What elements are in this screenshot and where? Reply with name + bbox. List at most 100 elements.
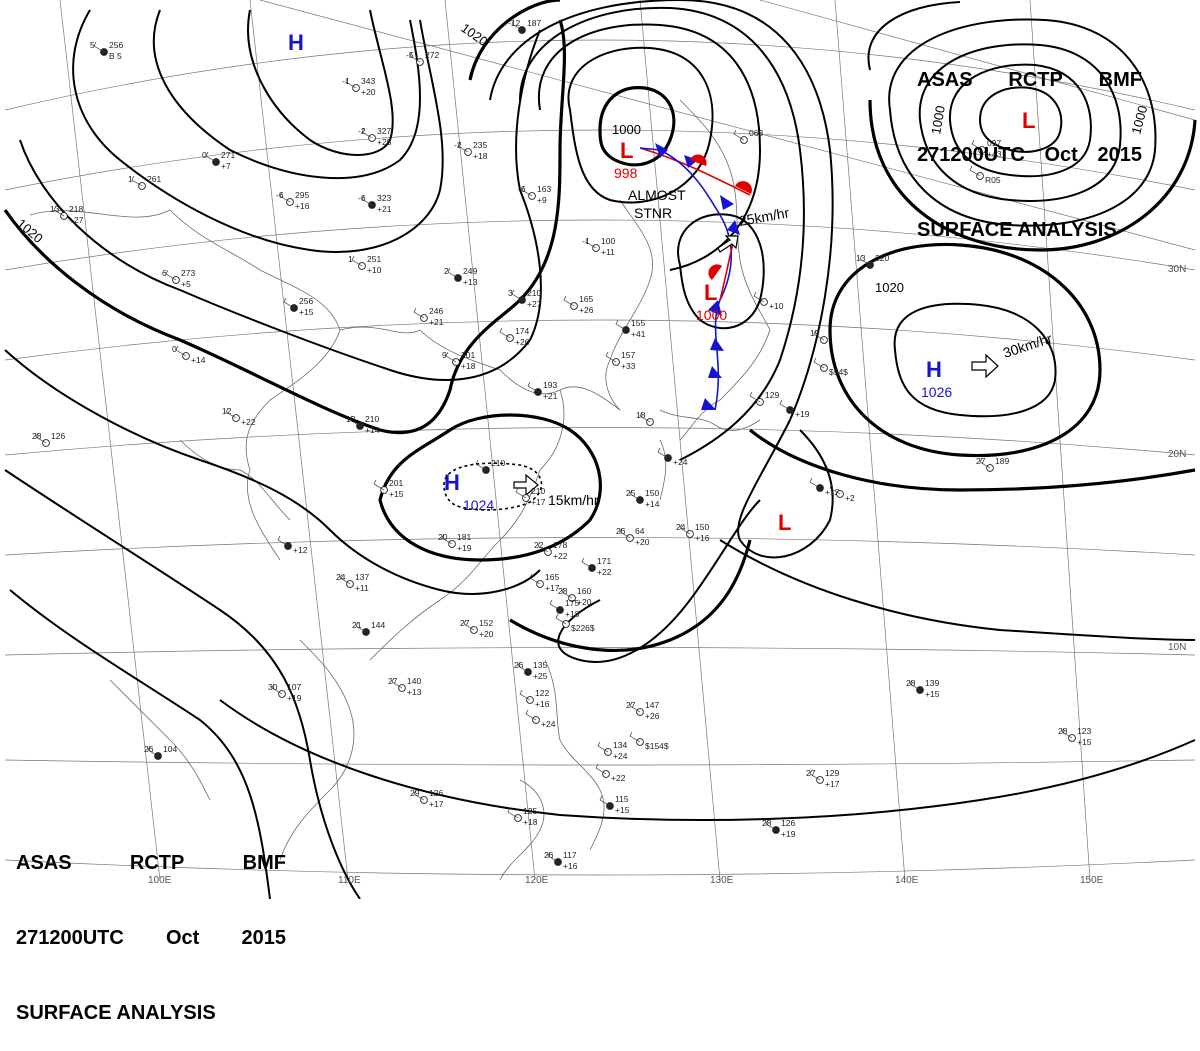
wind-barb-icon xyxy=(599,795,611,807)
title-year: 2015 xyxy=(241,927,287,949)
low-center-symbol: L xyxy=(778,510,791,535)
station-pressure: 104 xyxy=(163,744,177,754)
coastlines xyxy=(29,99,771,881)
station-tendency: +27 xyxy=(69,215,84,225)
title-block-bottom: ASAS RCTP BMF 271200UTC Oct 2015 SURFACE… xyxy=(16,801,286,1051)
title-time: 271200UTC xyxy=(917,144,1025,166)
station-tendency: +25 xyxy=(377,137,392,147)
title-year: 2015 xyxy=(1097,144,1143,166)
station-temperature: 28 xyxy=(1058,726,1068,736)
wind-barb-icon xyxy=(349,415,361,427)
wind-barb-icon xyxy=(361,194,373,206)
station-tendency: +18 xyxy=(523,817,538,827)
station-pressure: 152 xyxy=(479,618,493,628)
station-tendency: +26 xyxy=(515,337,530,347)
wind-barb-icon xyxy=(445,351,457,363)
isobar-label: 1000 xyxy=(1128,104,1150,136)
wind-barb-icon xyxy=(521,185,533,197)
station-plot: 256+15 xyxy=(283,296,314,317)
station-temperature: 26 xyxy=(144,744,154,754)
longitude-label: 150E xyxy=(1080,875,1104,886)
station-plot: -6 163+9 xyxy=(518,184,551,205)
station-plot: 115+15 xyxy=(599,794,630,815)
station-tendency: +12 xyxy=(825,487,840,497)
station-tendency: +20 xyxy=(635,537,650,547)
wind-barb-icon xyxy=(93,41,105,53)
station-tendency: +10 xyxy=(367,265,382,275)
station-pressure: 201 xyxy=(461,350,475,360)
wind-barb-icon xyxy=(733,129,745,141)
station-temperature: 0 xyxy=(172,344,177,354)
station-pressure: 64 xyxy=(635,526,645,536)
station-tendency: B 5 xyxy=(109,51,122,61)
wind-barb-icon xyxy=(35,432,47,444)
wind-barb-icon xyxy=(511,19,523,31)
station-temperature: 13 xyxy=(346,414,356,424)
station-temperature: 9 xyxy=(442,350,447,360)
title-month: Oct xyxy=(1044,144,1078,166)
station-tendency: +41 xyxy=(631,329,646,339)
isobar-label: 1000 xyxy=(612,122,641,137)
station-pressure: 155 xyxy=(631,318,645,328)
station-pressure: 125 xyxy=(523,806,537,816)
motion-arrow-icon xyxy=(513,473,539,497)
station-pressure: 126 xyxy=(781,818,795,828)
station-pressure: 272 xyxy=(425,50,439,60)
station-pressure: 126 xyxy=(51,431,65,441)
station-pressure: 251 xyxy=(367,254,381,264)
low-center-value: 998 xyxy=(614,165,638,181)
station-pressure: 171 xyxy=(597,556,611,566)
station-plot: 27 152+20 xyxy=(460,618,494,639)
station-temperature: -12 xyxy=(508,18,521,28)
wind-barb-icon xyxy=(271,683,283,695)
wind-barb-icon xyxy=(339,573,351,585)
wind-barb-icon xyxy=(413,789,425,801)
motion-arrow-icon xyxy=(717,235,739,253)
wind-barb-icon xyxy=(629,701,641,713)
station-pressure: 117 xyxy=(563,850,577,860)
low-center-symbol: L xyxy=(704,280,717,305)
station-temperature: 25 xyxy=(626,488,636,498)
wind-barb-icon xyxy=(527,381,539,393)
station-tendency: +26 xyxy=(645,711,660,721)
wind-barb-icon xyxy=(547,851,559,863)
station-pressure: 261 xyxy=(147,174,161,184)
station-temperature: 26 xyxy=(544,850,554,860)
title-line-1: ASAS RCTP BMF xyxy=(16,851,286,876)
station-plot: 24 137+11 xyxy=(336,572,369,593)
station-tendency: +22 xyxy=(597,567,612,577)
station-pressure: 220 xyxy=(875,253,889,263)
station-plot: 122+16 xyxy=(519,688,550,709)
station-plot: 3 210+27 xyxy=(508,288,542,309)
station-pressure: 134 xyxy=(613,740,627,750)
wind-barb-icon xyxy=(595,763,607,775)
low-center-value: 1000 xyxy=(696,307,727,323)
station-pressure: 129 xyxy=(765,390,779,400)
wind-barb-icon xyxy=(409,51,421,63)
wind-barb-icon xyxy=(515,487,527,499)
station-pressure: 181 xyxy=(457,532,471,542)
station-tendency: +18 xyxy=(565,609,580,619)
wind-barb-icon xyxy=(809,769,821,781)
station-pressure: 273 xyxy=(181,268,195,278)
station-plot: 28 160+20 xyxy=(558,586,592,607)
fronts xyxy=(639,143,752,411)
station-tendency: +12 xyxy=(293,545,308,555)
title-line-1: ASAS RCTP BMF xyxy=(917,68,1142,93)
station-pressure: 160 xyxy=(577,586,591,596)
station-tendency: +33 xyxy=(621,361,636,371)
wind-barb-icon xyxy=(277,535,289,547)
wind-barb-icon xyxy=(475,459,487,471)
station-pressure: 163 xyxy=(537,184,551,194)
station-tendency: +15 xyxy=(299,307,314,317)
wind-barb-icon xyxy=(813,357,825,369)
station-tendency: +14 xyxy=(645,499,660,509)
title-time: 271200UTC xyxy=(16,927,124,949)
station-plot: -1 343+20 xyxy=(342,76,376,97)
station-tendency: +21 xyxy=(543,391,558,401)
station-temperature: 13 xyxy=(50,204,60,214)
title-region: ASAS xyxy=(16,852,72,874)
title-month: Oct xyxy=(166,927,200,949)
station-tendency: +16 xyxy=(695,533,710,543)
